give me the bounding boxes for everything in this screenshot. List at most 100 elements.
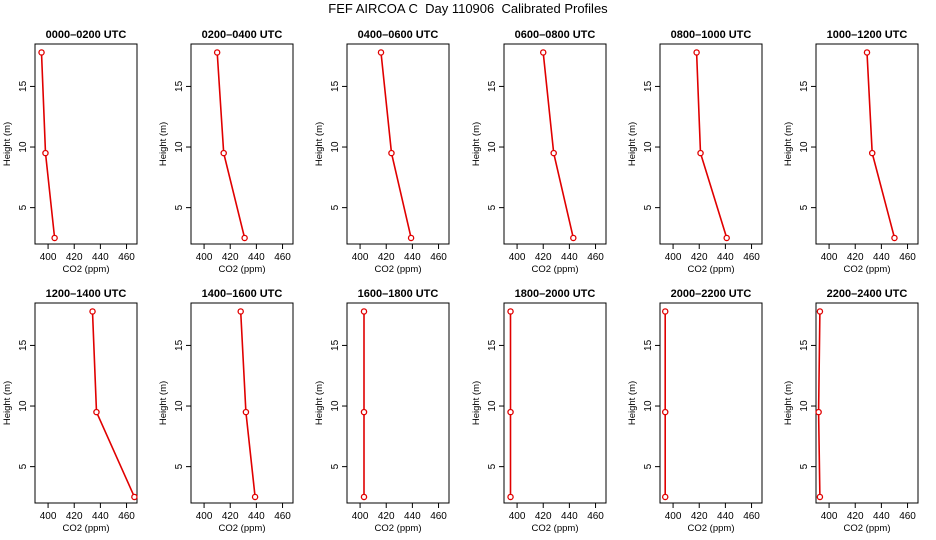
data-point: [377, 49, 385, 56]
profile-panel: 0600–0800 UTC 400 420 440 460 5 10 15 CO2 (ppm) H…: [471, 29, 607, 275]
data-point: [697, 149, 704, 157]
x-tick-label: 420: [691, 252, 708, 263]
plot-frame: [346, 43, 450, 245]
y-tick-label: 5: [799, 463, 810, 469]
x-tick-label: 460: [274, 511, 291, 522]
data-point: [51, 234, 58, 242]
x-tick-label: 460: [899, 511, 916, 522]
profile-panel: 0200–0400 UTC 400 420 440 460 5 10 15 CO2 (ppm) H…: [158, 29, 294, 275]
data-point: [360, 308, 368, 315]
x-tick-label: 460: [118, 511, 135, 522]
x-tick-label: 460: [430, 252, 447, 263]
data-point: [723, 234, 730, 242]
x-axis-label: CO2 (ppm): [375, 264, 422, 275]
plot-frame: [34, 43, 138, 245]
x-tick-label: 400: [40, 511, 57, 522]
y-tick-label: 15: [330, 80, 341, 92]
profile-line: [216, 52, 246, 239]
data-point: [89, 308, 96, 315]
y-tick-label: 5: [799, 204, 810, 210]
data-point: [507, 493, 514, 501]
data-point: [242, 408, 250, 416]
panel-title: 1400–1600 UTC: [202, 288, 283, 300]
x-tick-label: 420: [847, 252, 864, 263]
data-point: [237, 308, 244, 315]
x-tick-label: 420: [66, 511, 83, 522]
x-tick-label: 440: [248, 511, 265, 522]
y-tick-label: 10: [18, 400, 29, 412]
profile-panel: 0000–0200 UTC 400 420 440 460 5 10 15 CO2 (ppm) H…: [2, 29, 138, 275]
data-point: [42, 149, 49, 157]
x-axis-label: CO2 (ppm): [532, 264, 579, 275]
panel-title: 0200–0400 UTC: [202, 29, 283, 41]
data-point: [550, 149, 557, 157]
panel-title: 0600–0800 UTC: [515, 29, 596, 41]
profile-panel: 1400–1600 UTC 400 420 440 460 5 10 15 CO2 (ppm) H…: [158, 288, 294, 534]
data-point: [661, 308, 669, 315]
data-point: [388, 149, 395, 157]
x-tick-label: 440: [92, 511, 109, 522]
y-axis-label: Height (m): [314, 381, 325, 425]
data-point: [213, 49, 221, 56]
x-tick-label: 440: [561, 252, 578, 263]
y-tick-label: 15: [643, 339, 654, 351]
data-point: [868, 149, 876, 157]
data-point: [360, 408, 368, 416]
panel-title: 2000–2200 UTC: [671, 288, 752, 300]
x-tick-label: 400: [352, 511, 369, 522]
y-tick-label: 5: [487, 204, 498, 210]
y-tick-label: 10: [330, 141, 341, 153]
y-tick-label: 5: [643, 204, 654, 210]
data-point: [38, 49, 45, 56]
x-tick-label: 460: [430, 511, 447, 522]
data-point: [507, 308, 514, 315]
plot-frame: [34, 302, 138, 504]
y-tick-label: 10: [799, 400, 810, 412]
profile-line: [380, 52, 412, 239]
x-tick-label: 440: [873, 252, 890, 263]
x-axis-label: CO2 (ppm): [63, 523, 110, 534]
x-tick-label: 460: [118, 252, 135, 263]
x-tick-label: 420: [378, 511, 395, 522]
profile-line: [866, 52, 896, 239]
profile-panel: 2000–2200 UTC 400 420 440 460 5 10 15 CO2 (ppm) H…: [627, 288, 763, 534]
y-axis-label: Height (m): [627, 122, 638, 166]
x-tick-label: 440: [561, 511, 578, 522]
data-point: [693, 49, 700, 56]
data-point: [131, 493, 138, 501]
y-axis-label: Height (m): [2, 381, 13, 425]
panel-title: 2200–2400 UTC: [827, 288, 908, 300]
y-axis-label: Height (m): [783, 381, 794, 425]
y-tick-label: 10: [643, 141, 654, 153]
y-tick-label: 10: [174, 400, 185, 412]
profile-panel: 2200–2400 UTC 400 420 440 460 5 10 15 CO2 (ppm) H…: [783, 288, 919, 534]
y-tick-label: 10: [330, 400, 341, 412]
x-tick-label: 440: [717, 252, 734, 263]
x-tick-label: 420: [847, 511, 864, 522]
y-tick-label: 5: [643, 463, 654, 469]
y-tick-label: 10: [487, 141, 498, 153]
x-tick-label: 460: [274, 252, 291, 263]
profile-line: [239, 311, 256, 497]
y-axis-label: Height (m): [158, 122, 169, 166]
x-tick-label: 440: [404, 511, 421, 522]
profile-line: [542, 52, 575, 239]
x-tick-label: 400: [665, 252, 682, 263]
data-point: [251, 493, 259, 501]
x-tick-label: 400: [821, 252, 838, 263]
x-tick-label: 460: [743, 252, 760, 263]
y-tick-label: 10: [799, 141, 810, 153]
y-tick-label: 5: [18, 204, 29, 210]
panel-title: 1600–1800 UTC: [358, 288, 439, 300]
x-tick-label: 440: [404, 252, 421, 263]
profile-line: [695, 52, 728, 239]
y-tick-label: 10: [643, 400, 654, 412]
x-tick-label: 400: [352, 252, 369, 263]
x-tick-label: 420: [222, 511, 239, 522]
y-tick-label: 10: [174, 141, 185, 153]
x-axis-label: CO2 (ppm): [63, 264, 110, 275]
x-tick-label: 400: [821, 511, 838, 522]
data-point: [93, 408, 100, 416]
profile-panel: 0400–0600 UTC 400 420 440 460 5 10 15 CO2 (ppm) H…: [314, 29, 450, 275]
profile-panel: 1800–2000 UTC 400 420 440 460 5 10 15 CO2 (ppm) H…: [471, 288, 607, 534]
